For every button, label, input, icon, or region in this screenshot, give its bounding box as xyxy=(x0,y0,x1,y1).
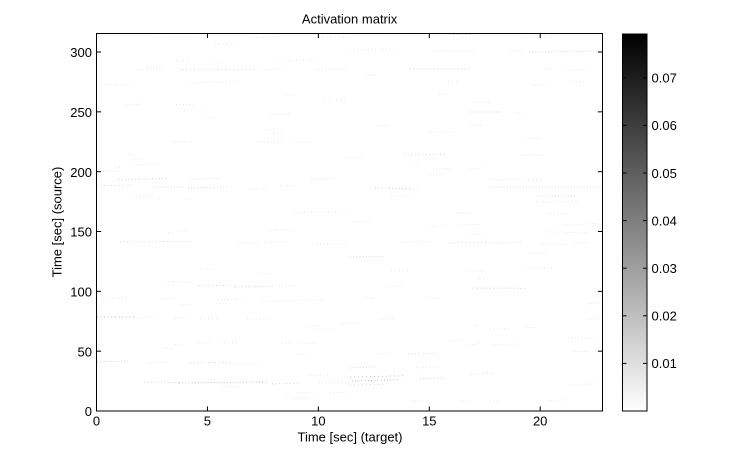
svg-text:200: 200 xyxy=(70,165,92,180)
svg-text:250: 250 xyxy=(70,105,92,120)
svg-text:20: 20 xyxy=(533,414,547,429)
svg-text:0.05: 0.05 xyxy=(652,166,677,181)
svg-text:0.01: 0.01 xyxy=(652,356,677,371)
svg-text:Time [sec] (target): Time [sec] (target) xyxy=(298,430,403,445)
svg-text:15: 15 xyxy=(422,414,436,429)
svg-text:0.06: 0.06 xyxy=(652,118,677,133)
svg-text:150: 150 xyxy=(70,225,92,240)
svg-text:50: 50 xyxy=(78,344,92,359)
svg-text:100: 100 xyxy=(70,285,92,300)
svg-text:0: 0 xyxy=(85,404,92,419)
svg-text:Activation matrix: Activation matrix xyxy=(302,12,398,27)
svg-text:10: 10 xyxy=(311,414,325,429)
svg-text:0.02: 0.02 xyxy=(652,309,677,324)
svg-text:Time [sec] (source): Time [sec] (source) xyxy=(50,167,65,278)
svg-text:300: 300 xyxy=(70,45,92,60)
svg-text:0.03: 0.03 xyxy=(652,261,677,276)
svg-text:0.07: 0.07 xyxy=(652,71,677,86)
svg-text:5: 5 xyxy=(204,414,211,429)
svg-text:0: 0 xyxy=(93,414,100,429)
svg-text:0.04: 0.04 xyxy=(652,213,677,228)
